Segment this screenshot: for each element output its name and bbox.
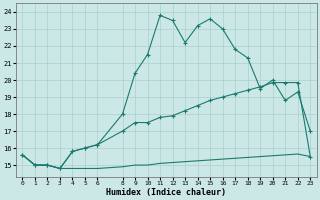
X-axis label: Humidex (Indice chaleur): Humidex (Indice chaleur) <box>106 188 226 197</box>
